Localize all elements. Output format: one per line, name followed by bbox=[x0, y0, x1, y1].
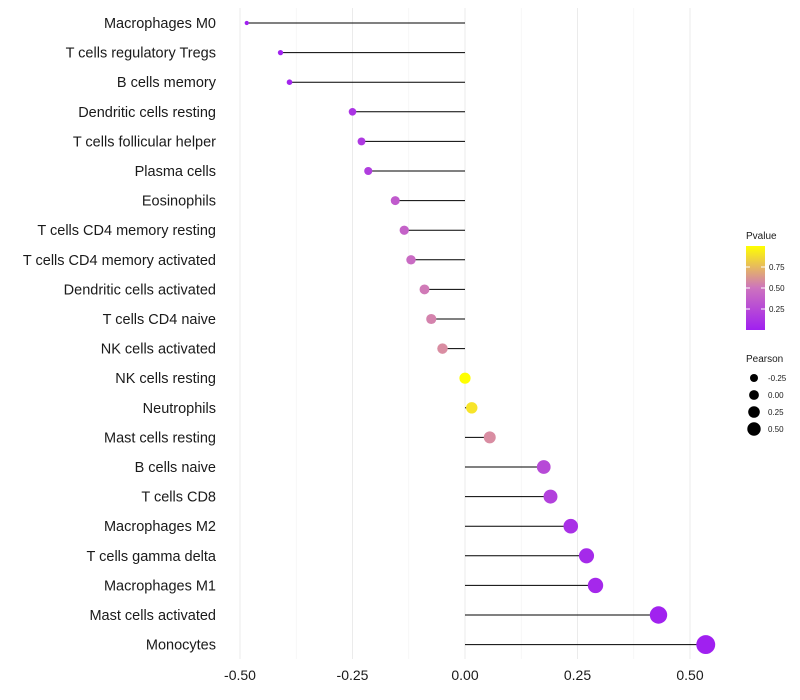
category-label: T cells gamma delta bbox=[87, 549, 217, 565]
x-tick-label: 0.00 bbox=[451, 667, 478, 683]
legend-size-label: -0.25 bbox=[768, 374, 787, 383]
lollipop-dot bbox=[459, 372, 471, 384]
lollipop-dot bbox=[696, 635, 716, 655]
lollipop-dot bbox=[466, 402, 478, 414]
lollipop-dot bbox=[277, 49, 284, 56]
category-label: Dendritic cells activated bbox=[64, 282, 216, 298]
grid-lines bbox=[239, 8, 691, 659]
category-label: B cells memory bbox=[117, 75, 217, 91]
category-label: Plasma cells bbox=[135, 164, 216, 180]
lollipop-dot bbox=[543, 489, 558, 504]
category-label: Macrophages M1 bbox=[104, 578, 216, 594]
legend-color-tick-label: 0.25 bbox=[769, 305, 785, 314]
legend-size-dot bbox=[747, 422, 761, 436]
lollipop-dot bbox=[244, 20, 249, 26]
lollipop-dot bbox=[587, 577, 604, 594]
category-label: Eosinophils bbox=[142, 194, 216, 210]
category-label: T cells follicular helper bbox=[73, 134, 216, 150]
lollipop-dot bbox=[357, 137, 366, 146]
x-tick-label: 0.25 bbox=[564, 667, 591, 683]
legend-size-label: 0.50 bbox=[768, 425, 784, 434]
x-tick-label: 0.50 bbox=[676, 667, 703, 683]
category-label: NK cells resting bbox=[115, 371, 216, 387]
category-labels: Macrophages M0 T cells regulatory Tregs B … bbox=[23, 16, 217, 654]
lollipop-dot bbox=[364, 166, 373, 176]
lollipop-dot bbox=[437, 343, 448, 354]
lollipop-dot bbox=[348, 108, 357, 116]
lollipop-dot bbox=[406, 255, 416, 265]
category-label: Dendritic cells resting bbox=[78, 105, 216, 121]
x-tick-label: -0.50 bbox=[224, 667, 256, 683]
category-label: Mast cells activated bbox=[89, 608, 216, 624]
category-label: Mast cells resting bbox=[104, 430, 216, 446]
legend-colorbar bbox=[746, 246, 765, 330]
category-label: T cells CD4 memory resting bbox=[37, 223, 216, 239]
category-label: T cells CD4 memory activated bbox=[23, 253, 216, 269]
x-axis-tick-labels: -0.50 -0.25 0.00 0.25 0.50 bbox=[224, 667, 704, 683]
legend-size-dot bbox=[749, 390, 759, 400]
legend-size-dot bbox=[750, 374, 758, 382]
category-label: NK cells activated bbox=[101, 342, 216, 358]
category-label: Macrophages M0 bbox=[104, 16, 216, 32]
legend-size-dot bbox=[748, 406, 760, 418]
lollipop-dot bbox=[649, 606, 668, 624]
category-label: Macrophages M2 bbox=[104, 519, 216, 535]
category-label: Monocytes bbox=[146, 638, 216, 654]
category-label: Neutrophils bbox=[143, 401, 216, 417]
x-tick-label: -0.25 bbox=[337, 667, 369, 683]
legend-size-title: Pearson bbox=[746, 354, 783, 365]
lollipop-dot bbox=[483, 431, 496, 444]
lollipop-dot bbox=[426, 313, 437, 325]
lollipop-dot bbox=[419, 284, 430, 295]
legend-size-label: 0.00 bbox=[768, 391, 784, 400]
legend-color-title: Pvalue bbox=[746, 231, 777, 242]
legend-size-label: 0.25 bbox=[768, 408, 784, 417]
legend-color-tick-label: 0.50 bbox=[769, 284, 785, 293]
lollipop-dot bbox=[399, 225, 409, 235]
category-label: T cells CD4 naive bbox=[103, 312, 216, 328]
category-label: T cells CD8 bbox=[141, 490, 216, 506]
lollipop-dot bbox=[563, 518, 579, 534]
lollipop-dots bbox=[244, 20, 716, 655]
lollipop-dot bbox=[390, 196, 400, 206]
lollipop-dot bbox=[578, 548, 595, 564]
legend: Pvalue Pearson 0.75 0.50 0.25 -0.25 0.00 0.25… bbox=[746, 231, 787, 436]
lollipop-dot bbox=[286, 79, 293, 85]
lollipop-stems bbox=[246, 22, 706, 646]
lollipop-dot bbox=[536, 460, 551, 474]
legend-color-tick-label: 0.75 bbox=[769, 263, 785, 272]
category-label: B cells naive bbox=[135, 460, 216, 476]
category-label: T cells regulatory Tregs bbox=[66, 46, 216, 62]
